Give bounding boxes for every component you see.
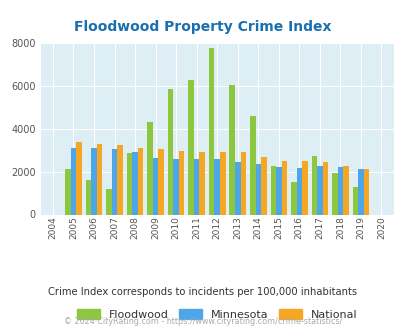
Bar — [167, 89, 173, 214]
Bar — [199, 152, 205, 214]
Bar — [275, 167, 281, 214]
Bar — [158, 149, 164, 214]
Bar — [337, 167, 342, 214]
Bar — [290, 182, 296, 214]
Bar — [281, 161, 286, 214]
Bar — [126, 153, 132, 214]
Bar — [188, 81, 194, 214]
Bar — [260, 157, 266, 214]
Bar — [316, 166, 322, 214]
Bar — [214, 159, 220, 214]
Bar — [132, 152, 138, 214]
Legend: Floodwood, Minnesota, National: Floodwood, Minnesota, National — [77, 309, 356, 320]
Bar — [240, 152, 245, 214]
Bar — [209, 48, 214, 214]
Text: Crime Index corresponds to incidents per 100,000 inhabitants: Crime Index corresponds to incidents per… — [48, 287, 357, 297]
Bar — [70, 148, 76, 214]
Bar — [331, 173, 337, 214]
Bar — [311, 155, 316, 214]
Bar — [194, 159, 199, 214]
Text: © 2024 CityRating.com - https://www.cityrating.com/crime-statistics/: © 2024 CityRating.com - https://www.city… — [64, 317, 341, 326]
Bar — [106, 189, 111, 214]
Bar — [270, 166, 275, 214]
Bar — [91, 148, 96, 214]
Bar — [322, 162, 327, 214]
Bar — [147, 122, 152, 214]
Text: Floodwood Property Crime Index: Floodwood Property Crime Index — [74, 20, 331, 34]
Bar — [296, 168, 301, 214]
Bar — [234, 162, 240, 214]
Bar — [342, 166, 348, 214]
Bar — [179, 151, 184, 214]
Bar — [76, 142, 81, 214]
Bar — [363, 170, 369, 214]
Bar — [301, 161, 307, 214]
Bar — [111, 149, 117, 214]
Bar — [152, 158, 158, 214]
Bar — [352, 187, 357, 214]
Bar — [85, 180, 91, 214]
Bar — [249, 116, 255, 214]
Bar — [255, 164, 260, 214]
Bar — [138, 148, 143, 214]
Bar — [173, 159, 179, 214]
Bar — [96, 144, 102, 214]
Bar — [357, 170, 363, 214]
Bar — [117, 145, 123, 214]
Bar — [65, 170, 70, 214]
Bar — [220, 152, 225, 214]
Bar — [229, 85, 234, 214]
